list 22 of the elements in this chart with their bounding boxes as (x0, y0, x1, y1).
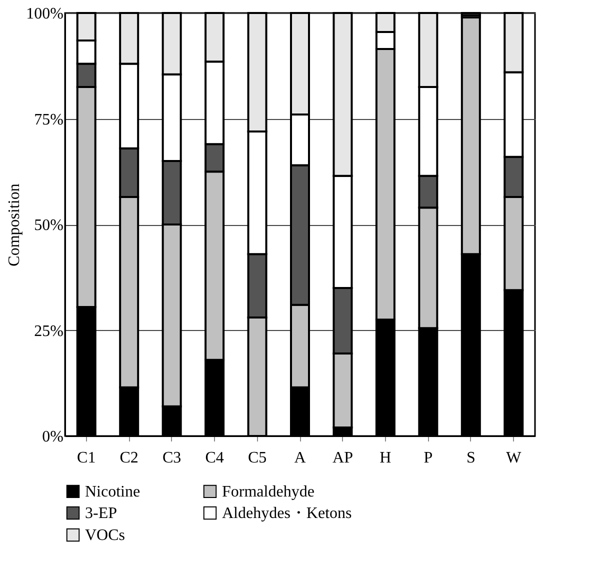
x-tick-label: C2 (120, 450, 138, 466)
x-tick-label: W (506, 450, 522, 466)
x-tick-label: C5 (248, 450, 267, 466)
legend-label: Formaldehyde (222, 483, 314, 500)
legend-label: VOCs (85, 527, 126, 544)
legend-label: 3-EP (85, 505, 118, 522)
x-tick-label: C1 (77, 450, 96, 466)
y-tick-label: 0% (42, 428, 64, 446)
x-tick-label: S (466, 450, 476, 466)
x-tick-label: P (424, 450, 433, 466)
legend-label: Nicotine (85, 483, 140, 500)
x-tick-label: A (294, 450, 306, 466)
y-tick-label: 100% (26, 6, 64, 22)
legend-label: Aldehydes・Ketons (222, 505, 352, 522)
x-tick-label: H (380, 450, 392, 466)
y-axis-title: Composition (6, 184, 24, 266)
y-tick-label: 50% (34, 217, 64, 234)
x-tick-label: AP (332, 450, 354, 466)
y-tick-label: 25% (34, 322, 64, 340)
x-tick-label: C3 (162, 450, 182, 466)
x-tick-label: C4 (205, 450, 224, 466)
y-tick-label: 75% (34, 111, 64, 128)
